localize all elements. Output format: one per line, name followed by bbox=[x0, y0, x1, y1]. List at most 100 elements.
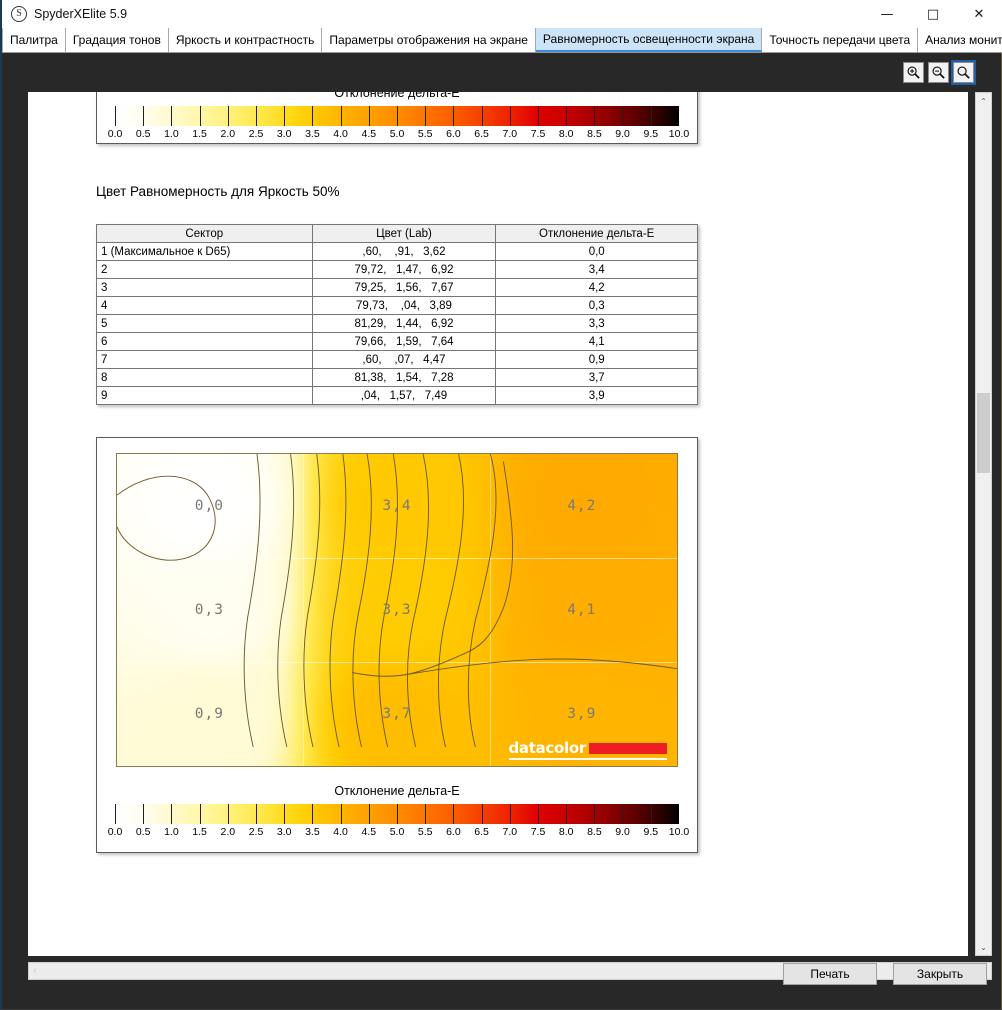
legend-tick-label: 6.0 bbox=[446, 128, 461, 140]
legend-tick bbox=[199, 106, 201, 126]
tab-palette[interactable]: Палитра bbox=[2, 28, 66, 52]
legend-tick bbox=[650, 804, 652, 824]
legend-tick-label: 8.0 bbox=[558, 128, 574, 140]
uniformity-heatmap: 0,0 3,4 4,2 0,3 3,3 4,1 0,9 3,7 3,9 data… bbox=[116, 453, 678, 767]
zoom-fit-icon[interactable] bbox=[951, 60, 976, 85]
cell-sector: 9 bbox=[96, 386, 313, 405]
report-page-scroll-area[interactable]: Отклонение дельта-E 0.0 0.5 1.0 1.5 2.0 2.5 3.… bbox=[28, 92, 968, 956]
legend-tick bbox=[397, 106, 398, 126]
col-header-lab: Цвет (Lab) bbox=[311, 224, 497, 243]
uniformity-table: Сектор Цвет (Lab) Отклонение дельта-E 1 … bbox=[96, 224, 698, 405]
cell-delta: 3,3 bbox=[495, 314, 698, 333]
legend-tick bbox=[594, 106, 596, 126]
cell-delta: 4,2 bbox=[495, 278, 698, 297]
cell-lab: 79,25, 1,56, 7,67 bbox=[311, 278, 497, 297]
tab-screen-uniformity[interactable]: Равномерность освещенности экрана bbox=[535, 28, 763, 52]
cell-sector: 4 bbox=[96, 296, 313, 315]
heatmap-contour-lines bbox=[117, 454, 677, 748]
table-row: 7,60, ,07, 4,47 0,9 bbox=[96, 350, 698, 369]
zoom-controls bbox=[903, 60, 976, 85]
zoom-in-icon[interactable] bbox=[903, 62, 924, 83]
tab-color-accuracy[interactable]: Точность передачи цвета bbox=[762, 28, 919, 52]
legend-tick-label: 4.0 bbox=[333, 826, 348, 838]
cell-sector: 7 bbox=[96, 350, 313, 369]
cell-sector: 3 bbox=[96, 278, 313, 297]
legend-tick-label: 2.5 bbox=[248, 128, 264, 140]
table-row: 9,04, 1,57, 7,49 3,9 bbox=[96, 386, 698, 405]
legend-tick bbox=[340, 106, 342, 126]
tab-tone-curve[interactable]: Градация тонов bbox=[65, 28, 169, 52]
cell-delta: 3,9 bbox=[495, 386, 698, 405]
cell-delta: 0,3 bbox=[495, 296, 698, 315]
legend-tick-label: 0.0 bbox=[107, 826, 123, 838]
legend-tick-label: 6.5 bbox=[474, 128, 489, 140]
vertical-scrollbar-thumb[interactable] bbox=[977, 393, 990, 473]
legend-tick-label: 9.5 bbox=[643, 128, 659, 140]
legend-tick bbox=[622, 106, 624, 126]
legend-tick bbox=[509, 106, 511, 126]
scroll-down-icon[interactable]: ⌄ bbox=[980, 942, 987, 952]
legend-tick bbox=[538, 804, 539, 824]
legend-tick-label: 3.5 bbox=[305, 826, 320, 838]
cell-lab: ,04, 1,57, 7,49 bbox=[311, 386, 497, 405]
legend-tick bbox=[622, 804, 624, 824]
horizontal-scrollbar[interactable]: ‹ › bbox=[28, 962, 992, 980]
tab-brightness-contrast[interactable]: Яркость и контрастность bbox=[168, 28, 323, 52]
legend-tick-label: 7.0 bbox=[502, 128, 518, 140]
legend-tick bbox=[425, 106, 427, 126]
legend-title-bottom: Отклонение дельта-E bbox=[334, 784, 460, 798]
legend-tick bbox=[312, 804, 314, 824]
legend-tick-label: 5.5 bbox=[417, 128, 433, 140]
legend-tick bbox=[284, 106, 286, 126]
legend-title-top: Отклонение дельта-E bbox=[334, 92, 460, 100]
heatmap-surface bbox=[117, 454, 677, 766]
table-row: 2 79,72, 1,47, 6,92 3,4 bbox=[96, 260, 698, 279]
legend-tick-label: 9.0 bbox=[615, 826, 630, 838]
scroll-up-icon[interactable]: ⌃ bbox=[980, 96, 987, 106]
scroll-left-icon[interactable]: ‹ bbox=[33, 966, 37, 976]
legend-strip-top bbox=[115, 106, 679, 126]
cell-sector: 5 bbox=[96, 314, 313, 333]
cell-sector: 8 bbox=[96, 368, 313, 387]
table-header-row: Сектор Цвет (Lab) Отклонение дельта-E bbox=[96, 224, 698, 243]
legend-tick-label: 7.0 bbox=[502, 826, 518, 838]
page-title: Цвет Равномерность для Яркость 50% bbox=[96, 184, 340, 199]
tab-monitor-analysis[interactable]: Анализ монитора bbox=[918, 28, 1002, 52]
cell-delta: 0,0 bbox=[495, 242, 698, 261]
legend-tick bbox=[256, 106, 257, 126]
legend-tick-label: 1.5 bbox=[192, 128, 207, 140]
cell-lab: ,60, ,91, 3,62 bbox=[311, 242, 497, 261]
legend-tick bbox=[368, 804, 370, 824]
report-viewer: Отклонение дельта-E 0.0 0.5 1.0 1.5 2.0 2.5 3.… bbox=[4, 54, 1000, 984]
legend-tick bbox=[199, 804, 201, 824]
legend-tick-label: 1.0 bbox=[164, 826, 179, 838]
zoom-out-icon[interactable] bbox=[928, 62, 949, 83]
legend-tick bbox=[594, 804, 596, 824]
cell-sector: 2 bbox=[96, 260, 313, 279]
legend-tick-label: 6.5 bbox=[474, 826, 489, 838]
table-row: 5 81,29, 1,44, 6,92 3,3 bbox=[96, 314, 698, 333]
datacolor-underline bbox=[508, 758, 667, 760]
legend-tick bbox=[256, 804, 257, 824]
tab-display-params[interactable]: Параметры отображения на экране bbox=[322, 28, 536, 52]
heatmap-cell-label: 3,3 bbox=[382, 602, 412, 618]
legend-tick bbox=[397, 804, 398, 824]
print-button[interactable]: Печать bbox=[783, 963, 877, 985]
close-button[interactable]: Закрыть bbox=[893, 963, 987, 985]
heatmap-cell-label: 3,7 bbox=[382, 705, 412, 722]
cell-lab: 79,72, 1,47, 6,92 bbox=[311, 260, 497, 279]
heatmap-cell-label: 0,0 bbox=[194, 497, 224, 514]
table-row: 6 79,66, 1,59, 7,64 4,1 bbox=[96, 332, 698, 351]
legend-ticks-top bbox=[115, 106, 679, 126]
minimize-icon[interactable]: — bbox=[880, 6, 894, 22]
legend-tick-label: 5.0 bbox=[389, 128, 405, 140]
legend-tick bbox=[453, 804, 455, 824]
vertical-scrollbar[interactable]: ⌃ ⌄ bbox=[975, 92, 992, 956]
legend-tick bbox=[509, 804, 511, 824]
close-icon[interactable]: ✕ bbox=[973, 6, 985, 22]
table-row: 1 (Максимальное к D65) ,60, ,91, 3,62 0,0 bbox=[96, 242, 698, 261]
app-logo-icon: S bbox=[11, 6, 27, 22]
window-title: SpyderXElite 5.9 bbox=[34, 7, 128, 21]
maximize-icon[interactable]: □ bbox=[926, 6, 940, 22]
